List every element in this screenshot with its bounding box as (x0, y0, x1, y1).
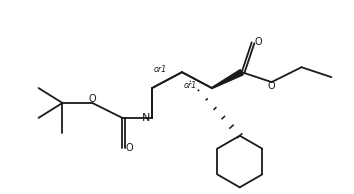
Text: O: O (268, 81, 275, 91)
Text: or1: or1 (153, 65, 167, 74)
Text: N: N (142, 113, 150, 123)
Text: O: O (255, 37, 262, 47)
Text: or1: or1 (183, 81, 196, 90)
Text: O: O (125, 143, 133, 153)
Text: O: O (88, 94, 96, 104)
Polygon shape (212, 70, 243, 88)
